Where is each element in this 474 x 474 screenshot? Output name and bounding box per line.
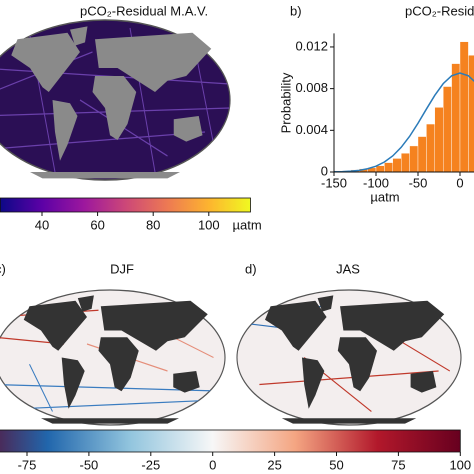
bar	[401, 153, 410, 173]
colorbar-tick-label: 40	[35, 217, 49, 232]
colorbar-tick-label: 75	[391, 457, 405, 472]
panel-label: c)	[0, 261, 6, 276]
panel-label: d)	[245, 261, 257, 276]
y-axis-label: Probability	[278, 72, 293, 133]
bar	[443, 86, 452, 173]
x-tick-label: -100	[363, 175, 389, 190]
colorbar-tick-label: -75	[18, 457, 37, 472]
map-a	[0, 19, 231, 181]
colorbar-tick-label: 100	[198, 217, 220, 232]
chart-title: pCO₂-Residual	[405, 3, 474, 18]
bar	[409, 145, 419, 173]
x-axis-label: µatm	[370, 189, 399, 204]
map-d	[236, 289, 462, 426]
fit-line	[333, 72, 474, 173]
colorbar-label: µatm	[233, 217, 262, 232]
bar	[468, 55, 474, 173]
colorbar	[0, 197, 251, 213]
map-title: DJF	[110, 261, 134, 276]
y-tick-label: 0.008	[295, 80, 328, 95]
colorbar-tick-label: 60	[90, 217, 104, 232]
colorbar	[0, 429, 461, 453]
x-tick-label: 0	[456, 175, 463, 190]
y-tick-label: 0.012	[295, 38, 328, 53]
map-title: JAS	[336, 261, 360, 276]
panel-label: b)	[290, 3, 302, 18]
colorbar-tick-label: -25	[141, 457, 160, 472]
map-title: pCO₂-Residual M.A.V.	[80, 3, 208, 18]
y-tick-label: 0.004	[295, 122, 328, 137]
colorbar-tick-label: -50	[80, 457, 99, 472]
colorbar-tick-label: 100	[449, 457, 471, 472]
x-tick-label: -50	[409, 175, 428, 190]
colorbar-tick-label: 50	[329, 457, 343, 472]
y-tick-label: 0	[321, 163, 328, 178]
bar	[375, 165, 385, 173]
bar	[451, 63, 461, 173]
colorbar-tick-label: 0	[209, 457, 216, 472]
bar	[384, 162, 393, 173]
bar	[392, 158, 402, 173]
bar	[434, 107, 444, 173]
bar	[426, 123, 435, 173]
map-c	[0, 289, 226, 426]
colorbar-tick-label: 25	[267, 457, 281, 472]
x-tick-label: -150	[321, 175, 347, 190]
colorbar-tick-label: 80	[146, 217, 160, 232]
bar	[459, 41, 469, 173]
bar	[417, 136, 427, 173]
